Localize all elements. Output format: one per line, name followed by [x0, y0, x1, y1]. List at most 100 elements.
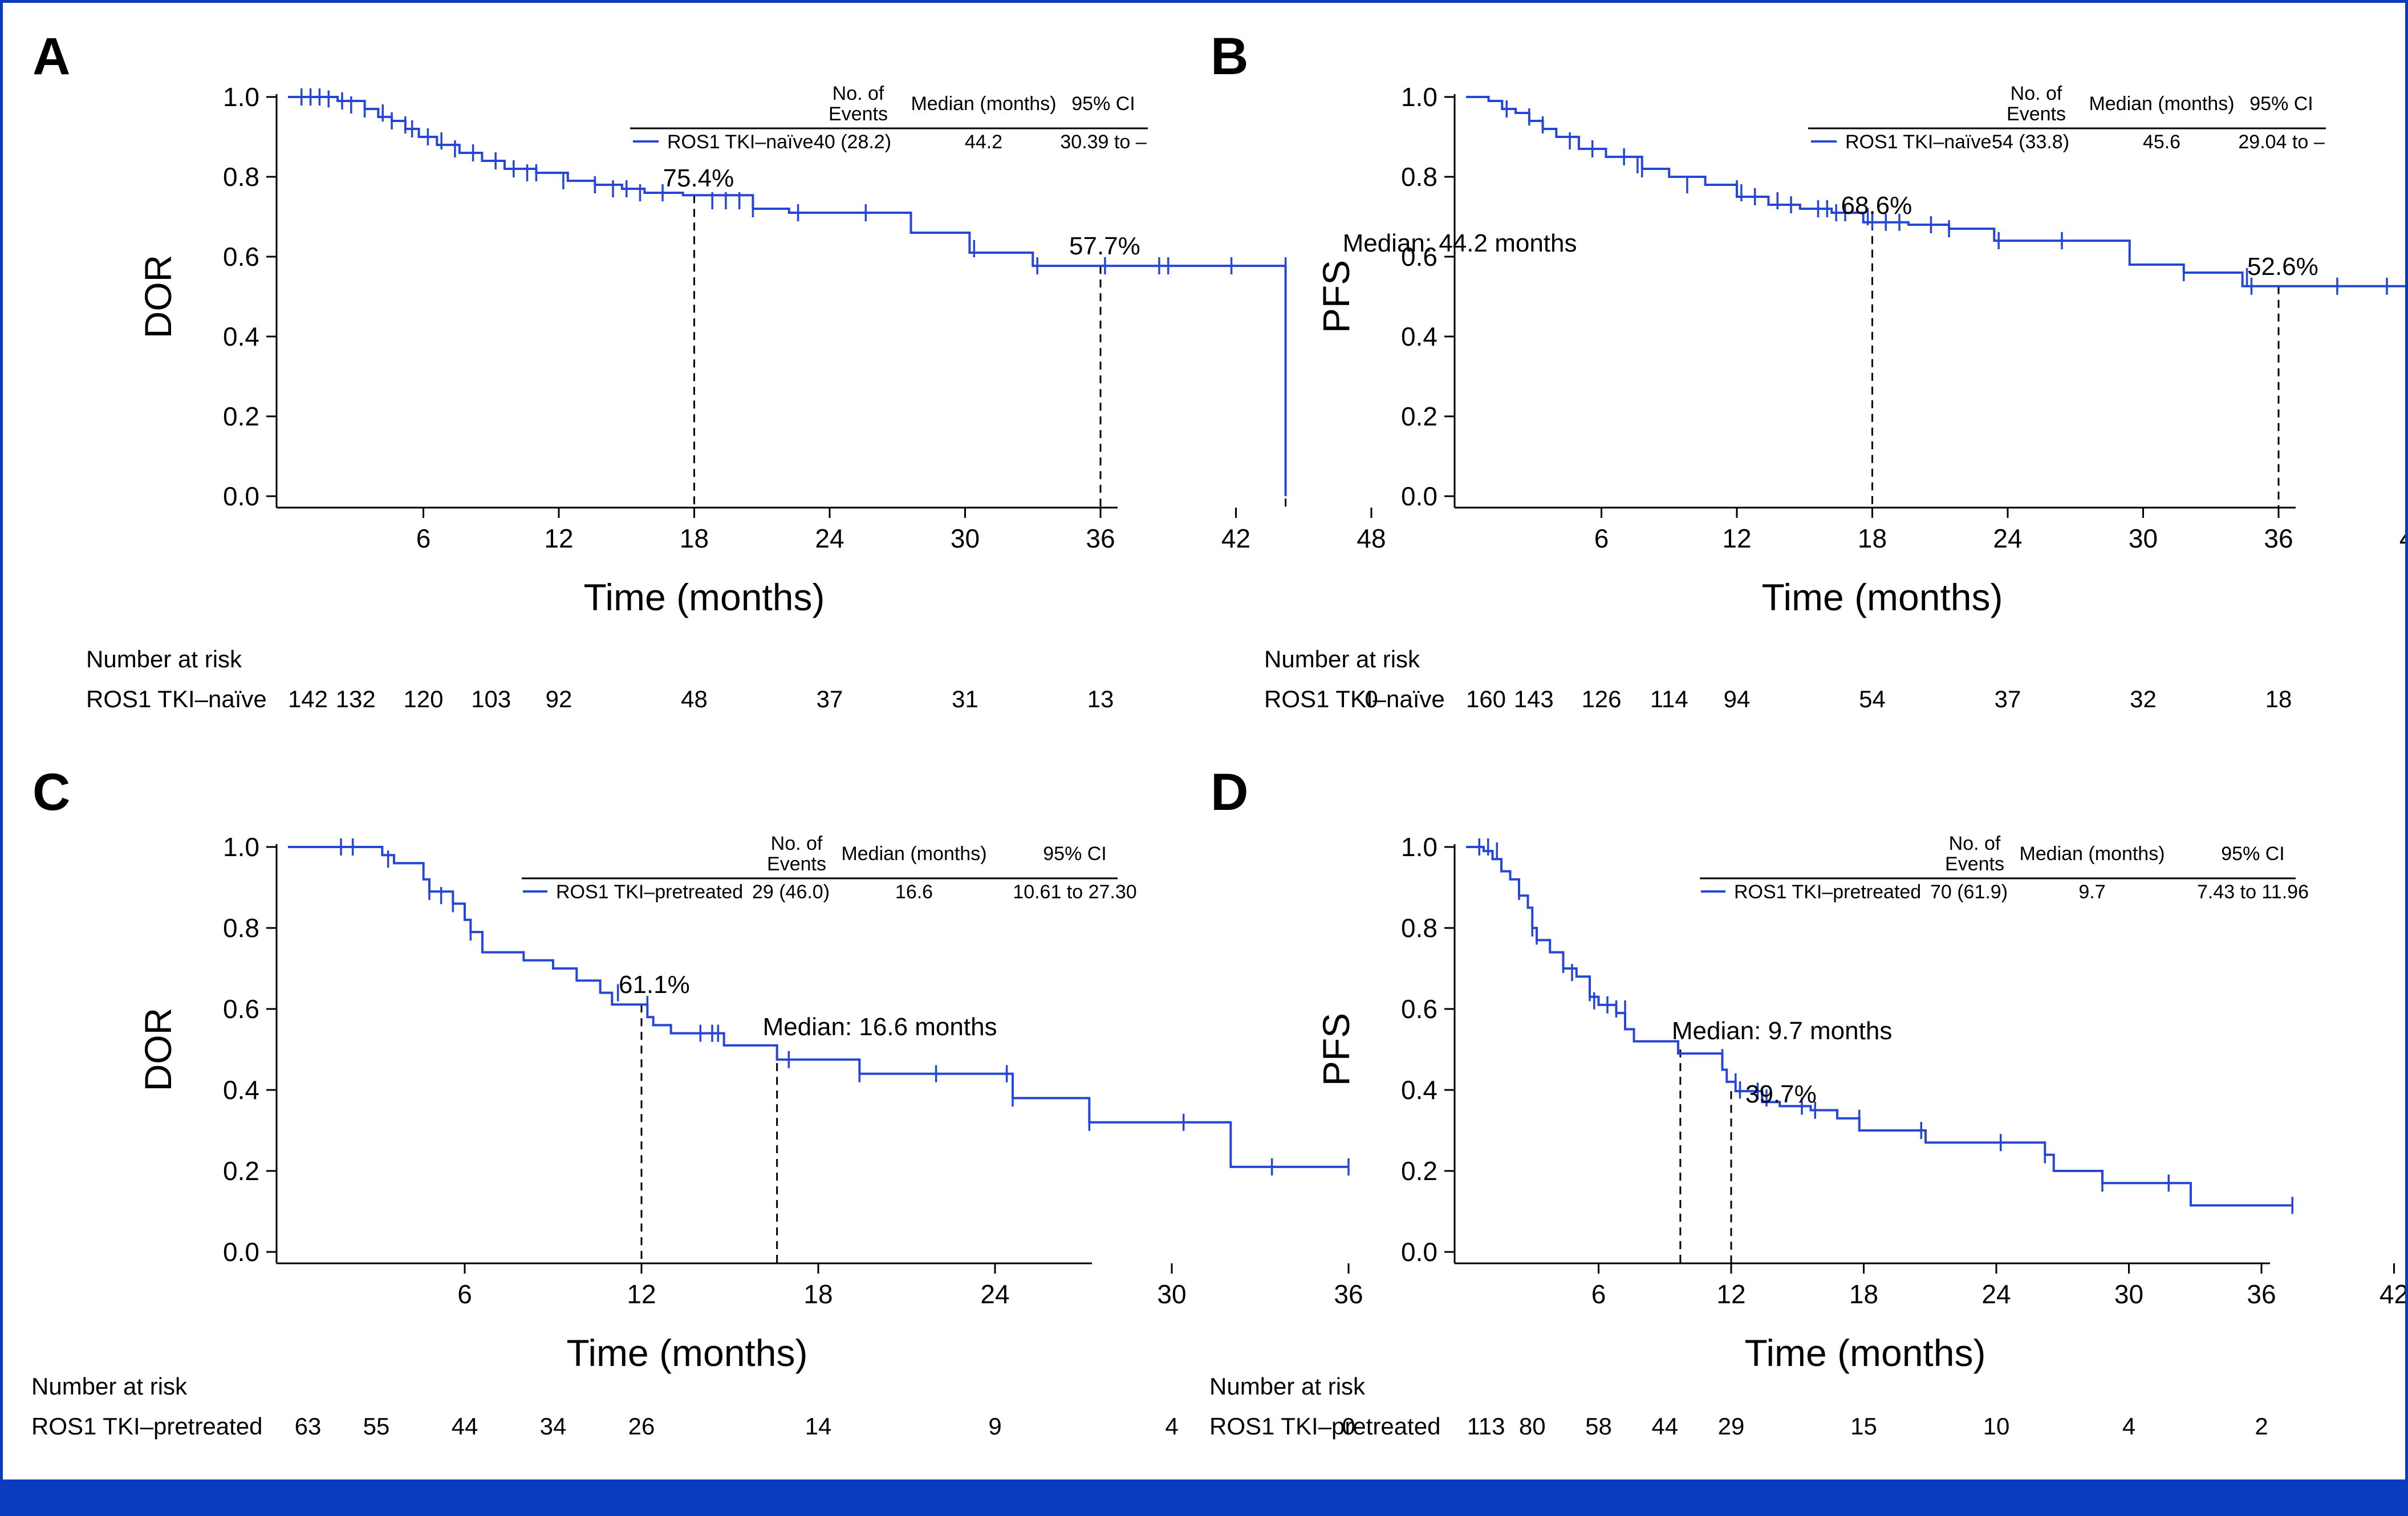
panel-c-table-events: 29 (46.0) — [752, 881, 830, 903]
panel-c-y-tick-label: 0.2 — [223, 1156, 259, 1186]
panel-c-table-ci: 10.61 to 27.30 — [1013, 881, 1136, 903]
panel-a-table-header-median: Median (months) — [911, 93, 1056, 115]
panel-d-x-tick-label: 42 — [2379, 1279, 2405, 1309]
panel-c-y-tick-label: 1.0 — [223, 832, 259, 862]
panel-c-risk-value: 9 — [988, 1413, 1001, 1440]
panel-d-risk-value: 4 — [2122, 1413, 2135, 1440]
panel-c-x-tick-label: 12 — [627, 1279, 656, 1309]
panel-a-risk-value: 0 — [1365, 686, 1378, 712]
panel-c-risk-value: 55 — [363, 1413, 390, 1440]
panel-d-legend-label: ROS1 TKI–pretreated — [1734, 881, 1921, 903]
panel-d-x-tick-label: 36 — [2247, 1279, 2276, 1309]
panel-a-y-tick-label: 0.0 — [223, 481, 259, 511]
panel-a-table-ci: 30.39 to – — [1060, 131, 1146, 153]
panel-b-y-tick-label: 0.8 — [1401, 162, 1438, 192]
panel-a-annotation: 57.7% — [1069, 232, 1140, 260]
panel-b-x-tick-label: 6 — [1594, 524, 1609, 553]
panel-b-y-tick-label: 0.6 — [1401, 242, 1438, 271]
panel-a-y-tick-label: 0.6 — [223, 242, 259, 271]
panel-c-table-header-events: No. of — [771, 833, 823, 854]
panel-a-table-header-ci: 95% CI — [1071, 93, 1135, 115]
panel-a-y-tick-label: 0.2 — [223, 402, 259, 431]
panel-b: B 0.0 0.2 0.4 0.6 0.8 1.0 6 12 18 24 30 36 42 48 Time (… — [1211, 27, 2408, 712]
panel-b-y-tick-label: 0.0 — [1401, 481, 1438, 511]
panel-b-risk-header: Number at risk — [1264, 646, 1420, 672]
panel-b-table-header-median: Median (months) — [2089, 93, 2234, 115]
panel-d-risk-value: 10 — [1983, 1413, 2010, 1440]
panel-b-risk-value: 32 — [2130, 686, 2157, 712]
panel-a-annotation: 75.4% — [663, 164, 734, 192]
panel-b-table-header-ci: 95% CI — [2249, 93, 2313, 115]
panel-d-risk-value: 29 — [1718, 1413, 1745, 1440]
panel-c-risk-value: 26 — [628, 1413, 655, 1440]
panel-a-legend-label: ROS1 TKI–naïve — [667, 131, 813, 153]
panel-d-table-events: 70 (61.9) — [1930, 881, 2008, 903]
panel-c-y-tick-label: 0.4 — [223, 1075, 259, 1105]
panel-c-y-tick-label: 0.0 — [223, 1237, 259, 1267]
panel-d-risk-value: 80 — [1519, 1413, 1546, 1440]
panel-d-annotation: Median: 9.7 months — [1672, 1017, 1892, 1045]
panel-d-table-header-ci: 95% CI — [2221, 843, 2285, 865]
panel-b-risk-value: 18 — [2265, 686, 2292, 712]
panel-b-risk-value: 160 — [1466, 686, 1506, 712]
panel-b-y-tick-label: 1.0 — [1401, 82, 1438, 112]
panel-c-label: C — [33, 763, 70, 821]
panel-a-x-axis-label: Time (months) — [584, 576, 825, 618]
panel-a-risk-value: 103 — [471, 686, 511, 712]
panel-a-risk-value: 132 — [336, 686, 376, 712]
panel-a-y-tick-label: 1.0 — [223, 82, 259, 112]
panel-a-risk-value: 13 — [1087, 686, 1114, 712]
panel-a-x-tick-label: 48 — [1357, 524, 1386, 553]
panel-a-table-header-events: Events — [829, 103, 888, 125]
panel-b-x-tick-label: 12 — [1722, 524, 1751, 553]
panel-b-table-events: 54 (33.8) — [1992, 131, 2069, 153]
panel-c-y-tick-label: 0.6 — [223, 994, 259, 1024]
panel-a-table-header-events: No. of — [833, 83, 884, 104]
panel-d-risk-value: 2 — [2255, 1413, 2268, 1440]
bottom-bar — [0, 1479, 2408, 1516]
panel-a-x-tick-label: 24 — [815, 524, 844, 553]
panel-c-table-median: 16.6 — [895, 881, 933, 903]
panel-b-y-tick-label: 0.2 — [1401, 402, 1438, 431]
panel-b-table-median: 45.6 — [2143, 131, 2180, 153]
panel-d-table-median: 9.7 — [2078, 881, 2105, 903]
panel-a-y-axis-label: DOR — [137, 255, 179, 339]
panel-a-x-tick-label: 12 — [544, 524, 573, 553]
panel-b-x-tick-label: 42 — [2399, 524, 2405, 553]
panel-b-risk-label: ROS1 TKI–naïve — [1264, 686, 1445, 712]
panel-b-x-tick-label: 18 — [1858, 524, 1887, 553]
panel-c-risk-value: 44 — [452, 1413, 478, 1440]
panel-b-x-tick-label: 24 — [1993, 524, 2022, 553]
panel-a-annotation: Median: 44.2 months — [1343, 229, 1577, 257]
panel-d-x-tick-label: 30 — [2114, 1279, 2143, 1309]
panel-b-risk-value: 94 — [1724, 686, 1751, 712]
panel-b-risk-value: 54 — [1859, 686, 1886, 712]
panel-d-y-tick-label: 0.2 — [1401, 1156, 1438, 1186]
panel-c-table-header-events: Events — [767, 853, 826, 875]
panel-c-risk-header: Number at risk — [31, 1373, 188, 1400]
panel-d-x-tick-label: 6 — [1591, 1279, 1606, 1309]
panel-d-risk-value: 113 — [1467, 1413, 1505, 1440]
panel-d-risk-value: 58 — [1585, 1413, 1612, 1440]
panel-b-table-header-events: No. of — [2011, 83, 2062, 104]
panel-d-label: D — [1211, 763, 1248, 821]
panel-d-y-axis-label: PFS — [1315, 1013, 1357, 1086]
panel-d-y-tick-label: 0.6 — [1401, 994, 1438, 1024]
panel-a-x-tick-label: 18 — [680, 524, 709, 553]
panel-d-x-tick-label: 24 — [1981, 1279, 2011, 1309]
panel-d-table-ci: 7.43 to 11.96 — [2197, 881, 2309, 903]
panel-d-y-tick-label: 0.8 — [1401, 913, 1438, 943]
panel-b-annotation: 52.6% — [2247, 253, 2318, 281]
panel-d-table-header-median: Median (months) — [2019, 843, 2165, 865]
panel-a-table-events: 40 (28.2) — [814, 131, 891, 153]
panel-b-risk-value: 126 — [1581, 686, 1621, 712]
panel-c-y-tick-label: 0.8 — [223, 913, 259, 943]
panel-b-table-ci: 29.04 to – — [2238, 131, 2324, 153]
panel-d-y-tick-label: 1.0 — [1401, 832, 1438, 862]
panel-b-risk-value: 143 — [1514, 686, 1554, 712]
panel-b-y-axis-label: PFS — [1315, 260, 1357, 333]
panel-a-y-tick-label: 0.4 — [223, 322, 259, 351]
panel-c-risk-value: 63 — [295, 1413, 322, 1440]
